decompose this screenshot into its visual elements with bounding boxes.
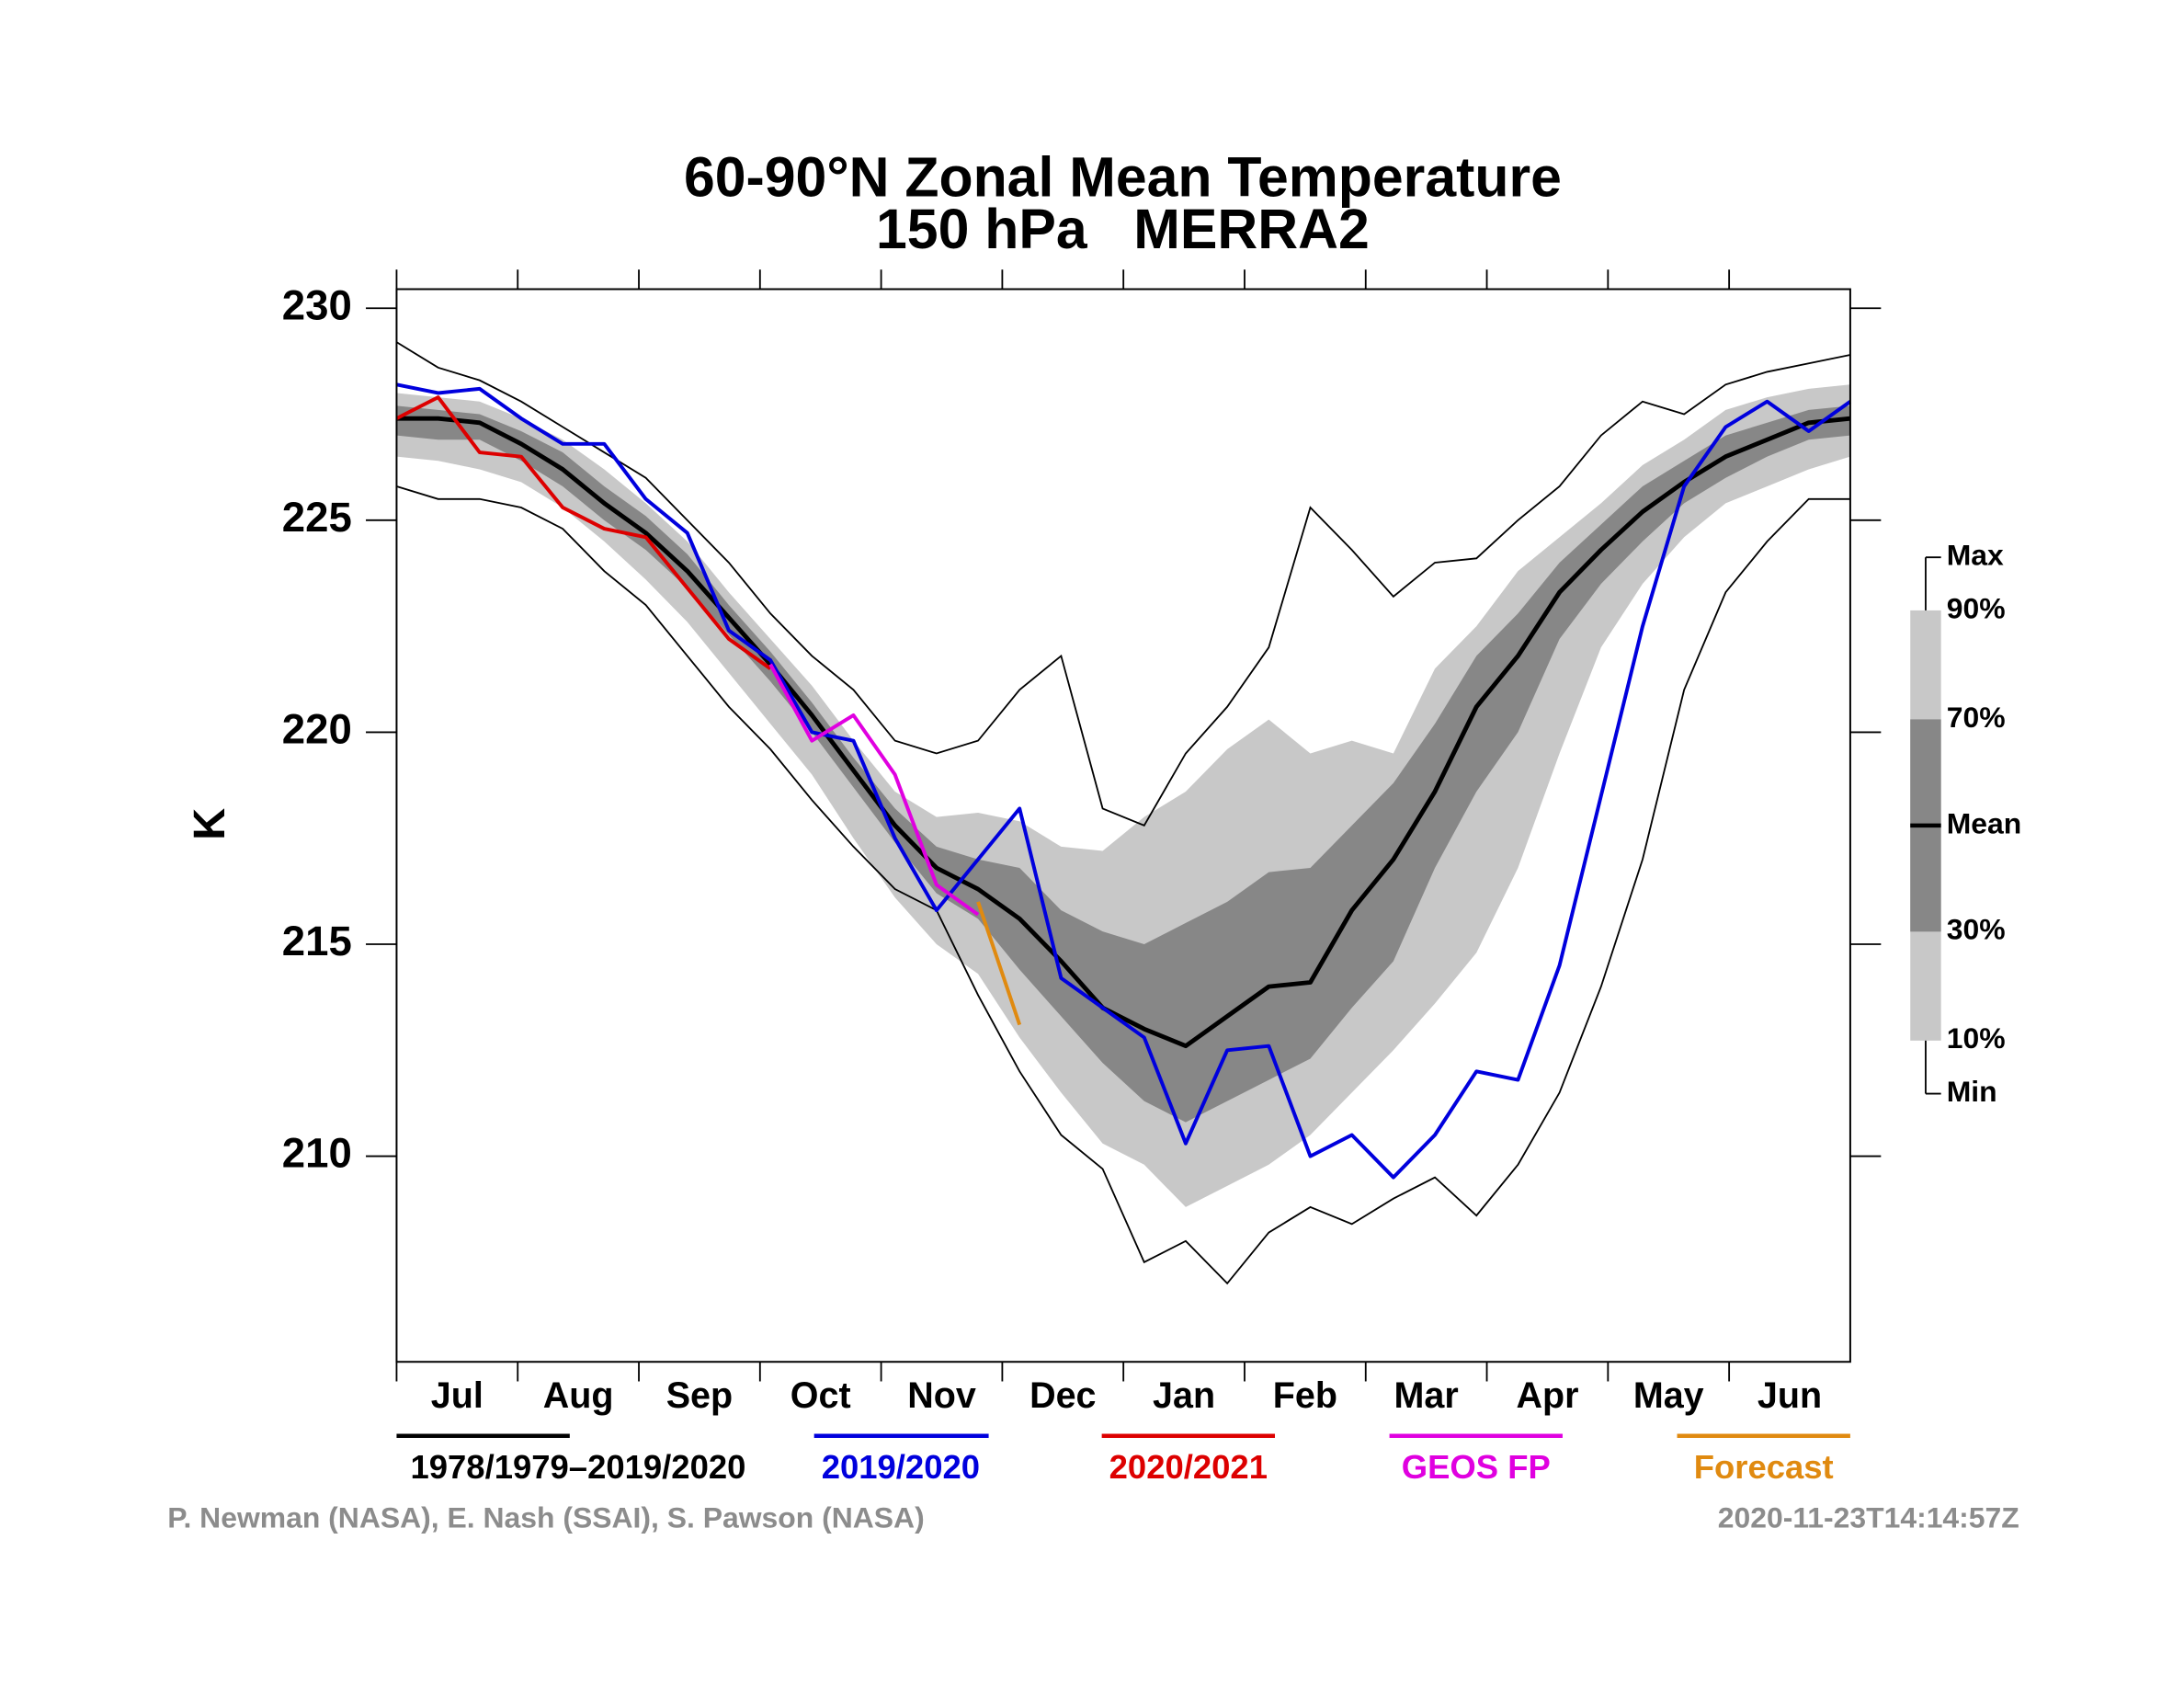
y-tick-label: 225 xyxy=(282,494,352,541)
timestamp: 2020-11-23T14:14:57Z xyxy=(1718,1500,2019,1534)
plot-frame xyxy=(395,288,1851,1363)
band-legend-label: Max xyxy=(1947,539,2004,572)
y-tick-label: 215 xyxy=(282,918,352,964)
band-30-70 xyxy=(396,405,1850,1123)
x-tick-label: Aug xyxy=(543,1375,614,1416)
x-tick-label: Nov xyxy=(907,1375,976,1416)
x-tick-label: Jul xyxy=(431,1375,483,1416)
y-tick-label: 230 xyxy=(282,281,352,328)
series-line xyxy=(396,382,1852,1180)
series-line xyxy=(976,901,1022,1026)
y-tick-label: 220 xyxy=(282,705,352,752)
legend-label: GEOS FP xyxy=(1402,1448,1551,1486)
series-line xyxy=(395,395,772,670)
x-tick-label: Jan xyxy=(1153,1375,1215,1416)
band-legend-label: 10% xyxy=(1947,1021,2006,1055)
x-tick-label: Feb xyxy=(1273,1375,1337,1416)
band-legend-label: 30% xyxy=(1947,913,2006,946)
x-tick-label: Apr xyxy=(1516,1375,1578,1416)
x-tick-label: Dec xyxy=(1029,1375,1096,1416)
legend-label: 1978/1979–2019/2020 xyxy=(410,1448,745,1486)
chart-subtitle: 150 hPa MERRA2 xyxy=(876,198,1370,260)
x-tick-label: Sep xyxy=(666,1375,733,1416)
band-legend-label: Min xyxy=(1947,1075,1997,1108)
y-axis-label: K xyxy=(185,808,234,840)
band-legend-label: 90% xyxy=(1947,591,2006,624)
band-legend-label: Mean xyxy=(1947,806,2022,839)
line-min xyxy=(396,485,1850,1285)
x-tick-label: May xyxy=(1633,1375,1704,1416)
legend-label: 2019/2020 xyxy=(822,1448,980,1486)
series-line xyxy=(768,663,980,917)
chart-title: 60-90°N Zonal Mean Temperature xyxy=(684,146,1562,209)
series-line xyxy=(396,416,1851,1049)
y-tick-label: 210 xyxy=(282,1130,352,1177)
credits: P. Newman (NASA), E. Nash (SSAI), S. Paw… xyxy=(167,1500,924,1534)
line-max xyxy=(395,341,1851,827)
x-tick-label: Mar xyxy=(1394,1375,1459,1416)
legend-label: Forecast xyxy=(1694,1448,1834,1486)
legend-label: 2020/2021 xyxy=(1109,1448,1268,1486)
x-tick-label: Oct xyxy=(791,1375,851,1416)
x-tick-label: Jun xyxy=(1757,1375,1822,1416)
band-legend-label: 70% xyxy=(1947,701,2006,734)
